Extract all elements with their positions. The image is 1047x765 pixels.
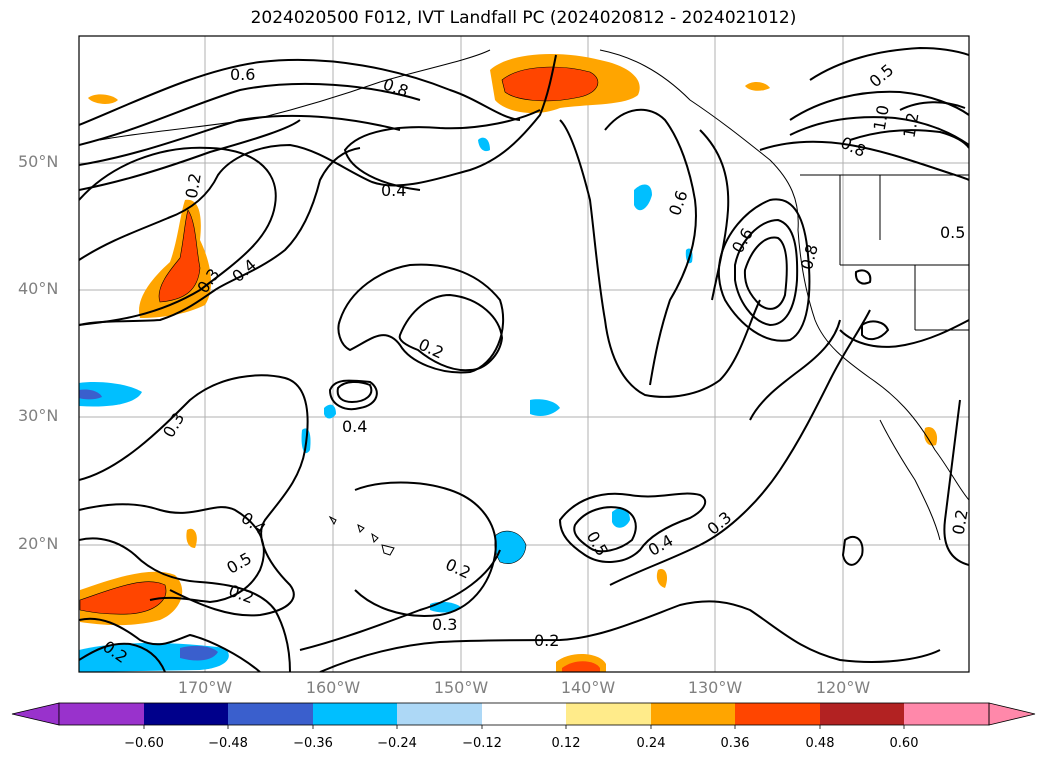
colorbar [11,702,1036,729]
colorbar-cell [651,703,735,725]
colorbar-cell [313,703,397,725]
colorbar-ticks [143,725,905,729]
contour-label: 0.2 [534,631,559,650]
lat-label-30n: 30°N [18,406,59,425]
contour-label: 0.5 [583,528,612,560]
lon-label-150w: 150°W [433,678,489,697]
colorbar-tick-label: 0.36 [720,736,750,751]
colorbar-cell [904,703,989,725]
contour-label: 0.5 [223,548,255,577]
colorbar-cell [59,703,144,725]
contour-label: 0.6 [230,65,255,84]
colorbar-cell [735,703,820,725]
colorbar-left-extend [11,702,60,726]
contour-label: 0.4 [238,508,270,538]
colorbar-cell [397,703,482,725]
contour-label: 0.4 [228,255,260,286]
contour-label: 0.6 [665,188,692,218]
contour-label: 0.8 [838,133,869,161]
colorbar-cell [566,703,651,725]
contour-label: 0.2 [443,555,474,583]
colorbar-cell [482,703,566,725]
colorbar-tick-label: −0.24 [377,736,417,751]
colorbar-tick-label: −0.48 [208,736,248,751]
colorbar-right-extend [988,702,1036,726]
contour-label: 1.0 [870,104,893,132]
contour-label: 0.5 [866,60,898,91]
contour-label: 0.2 [226,581,256,608]
contour-label: 0.3 [703,508,735,539]
lat-label-40n: 40°N [18,279,59,298]
colorbar-tick-label: 0.48 [805,736,835,751]
contour-label: 0.4 [645,531,677,560]
lat-label-50n: 50°N [18,152,59,171]
colorbar-tick-label: 0.24 [636,736,666,751]
contour-label: 0.5 [940,223,965,242]
colorbar-tick-label: 0.60 [889,736,919,751]
colorbar-tick-label: −0.36 [293,736,333,751]
lat-label-20n: 20°N [18,534,59,553]
colorbar-frame [58,702,990,726]
lon-label-120w: 120°W [815,678,871,697]
contour-label: 0.2 [949,508,972,536]
contour-label: 0.3 [159,409,188,441]
colorbar-cell [820,703,904,725]
lon-label-140w: 140°W [560,678,616,697]
colorbar-cell [228,703,313,725]
contour-label: 0.4 [342,417,367,436]
colorbar-tick-label: −0.60 [124,736,164,751]
fill-outlines [79,66,599,615]
contour-lines [79,46,969,672]
graticule [79,36,969,672]
colorbar-cell [144,703,228,725]
map-plot-area: 0.6 0.8 0.4 0.2 0.3 0.4 0.2 0.4 0.3 0.4 … [79,36,972,672]
negative-fills [79,137,693,672]
contour-label: 1.2 [900,111,923,139]
lon-label-170w: 170°W [177,678,233,697]
lon-label-130w: 130°W [687,678,743,697]
colorbar-tick-label: 0.12 [551,736,581,751]
coastlines [99,49,969,556]
colorbar-tick-label: −0.12 [462,736,502,751]
contour-label: 0.2 [416,335,447,363]
map-title: 2024020500 F012, IVT Landfall PC (202402… [250,8,797,28]
contour-label: 0.4 [381,181,406,200]
contour-label: 0.8 [797,242,822,272]
contour-label: 0.2 [182,172,205,200]
contour-label: 0.3 [432,615,457,634]
lon-label-160w: 160°W [305,678,361,697]
map-frame [78,35,970,673]
